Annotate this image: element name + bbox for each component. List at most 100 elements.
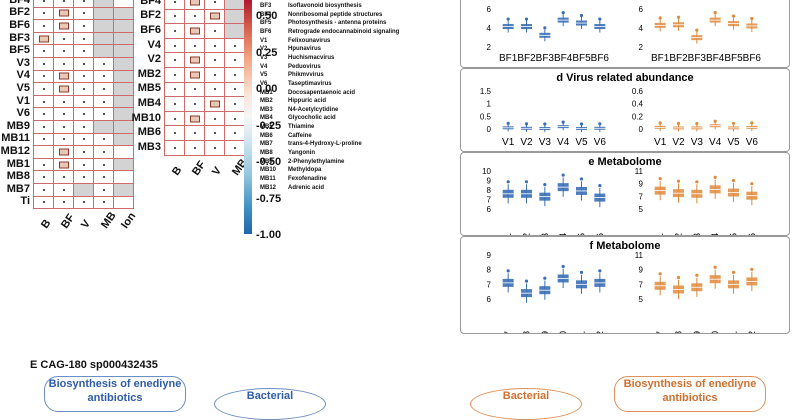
legend-code: MB7 bbox=[260, 141, 273, 148]
axis-tick-label: 7 bbox=[639, 280, 644, 289]
outlier-point bbox=[713, 265, 717, 269]
left-heatmap-cell bbox=[34, 158, 54, 172]
left-heatmap-row-label: BF3 bbox=[9, 31, 30, 44]
left-heatmap-cell bbox=[34, 108, 54, 121]
left-heatmap-cell bbox=[54, 70, 74, 84]
legend-code: MB3 bbox=[260, 106, 273, 113]
square-mark bbox=[58, 148, 69, 156]
axis-tick-label: 11 bbox=[635, 251, 644, 260]
right-heatmap-grid bbox=[164, 0, 245, 156]
category-label: MB8 bbox=[522, 331, 532, 333]
left-heatmap-cell bbox=[34, 133, 54, 147]
left-heatmap-cell bbox=[94, 32, 114, 46]
left-heatmap-cell bbox=[94, 83, 114, 96]
legend-desc: Huchismacvirus bbox=[288, 54, 335, 61]
outlier-point bbox=[731, 14, 736, 18]
square-mark bbox=[189, 56, 200, 64]
dot-mark bbox=[213, 44, 216, 47]
left-heatmap-cell bbox=[74, 7, 94, 21]
dot-mark bbox=[193, 132, 196, 135]
axis-tick-label: 9 bbox=[487, 251, 492, 260]
right-heatmap-cell bbox=[205, 67, 225, 83]
category-label: V1 bbox=[654, 137, 667, 148]
dot-mark bbox=[102, 100, 105, 103]
left-heatmap-cell bbox=[114, 171, 134, 184]
legend-desc: Photosynthesis - antenna proteins bbox=[288, 20, 387, 27]
legend-item: V5 Phikmvvirus bbox=[260, 71, 324, 79]
left-heatmap-cell bbox=[114, 108, 134, 121]
dot-mark bbox=[62, 188, 65, 191]
outlier-point bbox=[561, 120, 565, 124]
outlier-point bbox=[658, 272, 662, 276]
category-label: BF5 bbox=[572, 53, 591, 64]
legend-item: MB6 Caffeine bbox=[260, 132, 312, 140]
right-heatmap-cell bbox=[205, 140, 225, 156]
legend-desc: Yangonin bbox=[288, 150, 315, 157]
left-heatmap-cell bbox=[54, 158, 74, 172]
left-heatmap-cell bbox=[54, 0, 74, 8]
legend-item: V1 Felixounavirus bbox=[260, 37, 330, 45]
left-heatmap-cell bbox=[94, 146, 114, 159]
outlier-point bbox=[598, 122, 602, 126]
legend-desc: Taseptimavirus bbox=[288, 80, 332, 87]
square-mark bbox=[189, 0, 200, 6]
right-heatmap-cell bbox=[185, 24, 205, 39]
legend-desc: Glycocholic acid bbox=[288, 115, 336, 122]
left-heatmap-cell bbox=[54, 171, 74, 184]
left-heatmap-cell bbox=[94, 158, 114, 172]
dot-mark bbox=[233, 73, 236, 76]
right-heatmap-cell bbox=[225, 140, 245, 156]
legend-item: MB2 Hippuric acid bbox=[260, 97, 326, 105]
left-heatmap-cell bbox=[74, 133, 94, 147]
axis-tick-label: 6 bbox=[487, 205, 492, 214]
dot-mark bbox=[82, 150, 85, 153]
left-heatmap-cell bbox=[94, 133, 114, 147]
right-heatmap-row-label: BF4 bbox=[140, 0, 161, 7]
right-heatmap-cell bbox=[225, 9, 245, 25]
outlier-point bbox=[750, 16, 754, 21]
legend-code: V4 bbox=[260, 63, 268, 70]
outlier-point bbox=[543, 276, 547, 280]
legend-code: MB11 bbox=[260, 176, 276, 182]
left-heatmap-cell bbox=[34, 95, 54, 109]
outlier-point bbox=[713, 175, 717, 179]
left-heatmap-cell bbox=[54, 57, 74, 71]
left-heatmap-cell bbox=[34, 45, 54, 58]
category-label: MB11 bbox=[729, 331, 739, 333]
legend-code: MB8 bbox=[260, 150, 273, 157]
left-heatmap-row-label: MB11 bbox=[1, 132, 30, 145]
dot-mark bbox=[193, 15, 196, 18]
left-heatmap-row-label: BF5 bbox=[9, 44, 30, 57]
bubble-biosynthesis-right: Biosynthesis of enediyne antibiotics bbox=[614, 376, 766, 412]
dot-mark bbox=[173, 132, 176, 135]
category-label: MB7 bbox=[503, 331, 513, 333]
axis-tick-label: 0 bbox=[487, 125, 492, 134]
left-heatmap-cell bbox=[54, 32, 74, 46]
legend-code: MB5 bbox=[260, 124, 273, 131]
legend-desc: N4-Acetylcytidine bbox=[288, 106, 339, 113]
legend-desc: Isoflavonoid biosynthesis bbox=[288, 3, 362, 9]
square-mark bbox=[189, 71, 200, 79]
legend-item: MB9 2-Phenylethylamine bbox=[260, 158, 344, 166]
category-label: V2 bbox=[672, 137, 685, 148]
outlier-point bbox=[713, 11, 717, 15]
axis-tick-label: 10 bbox=[482, 167, 491, 176]
category-label: V4 bbox=[709, 137, 722, 148]
dot-mark bbox=[173, 102, 176, 105]
legend-code: V1 bbox=[260, 37, 268, 44]
left-heatmap-col-label: MB bbox=[99, 210, 119, 232]
outlier-point bbox=[658, 121, 662, 125]
left-heatmap-cell bbox=[54, 183, 74, 197]
dot-mark bbox=[42, 201, 45, 204]
outlier-point bbox=[695, 180, 699, 184]
outlier-point bbox=[658, 16, 662, 20]
left-heatmap-cell bbox=[94, 57, 114, 71]
panel-title: e Metabolome bbox=[588, 156, 661, 168]
axis-tick-label: 6 bbox=[487, 5, 492, 14]
left-heatmap-cell bbox=[74, 158, 94, 172]
dot-mark bbox=[173, 146, 176, 149]
panel-d-chart: d Virus related abundance 0 0.5 1 1.5 V1 V2 V3 V… bbox=[480, 72, 759, 148]
right-heatmap-row-label: MB6 bbox=[137, 126, 161, 139]
bubble-bacterial-left: Bacterial bbox=[214, 388, 326, 420]
dot-mark bbox=[82, 138, 85, 141]
